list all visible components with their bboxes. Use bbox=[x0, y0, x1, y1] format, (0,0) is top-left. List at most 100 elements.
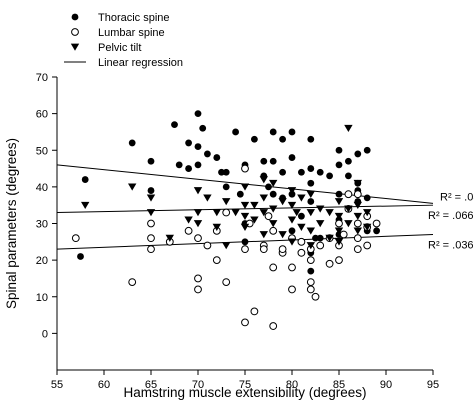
data-point bbox=[373, 227, 380, 235]
y-tick-label: 0 bbox=[42, 328, 48, 340]
data-point bbox=[363, 146, 371, 154]
data-point bbox=[353, 219, 362, 228]
data-point bbox=[265, 183, 272, 191]
data-point bbox=[353, 227, 362, 235]
data-point bbox=[363, 194, 371, 202]
legend-marker bbox=[70, 43, 80, 51]
data-point bbox=[236, 190, 244, 198]
data-point bbox=[372, 219, 381, 228]
legend-marker bbox=[71, 28, 79, 36]
data-point bbox=[165, 234, 174, 242]
x-tick-label: 60 bbox=[98, 379, 110, 391]
data-point bbox=[147, 245, 155, 254]
data-point bbox=[345, 172, 352, 180]
data-point bbox=[278, 245, 287, 254]
data-point bbox=[316, 220, 325, 228]
data-point bbox=[287, 201, 297, 209]
data-point bbox=[175, 161, 183, 169]
data-point bbox=[147, 234, 155, 243]
y-tick-label: 60 bbox=[36, 109, 48, 121]
data-point bbox=[316, 234, 324, 242]
data-point bbox=[212, 223, 221, 231]
data-point bbox=[251, 135, 258, 143]
data-point bbox=[222, 278, 231, 287]
data-point bbox=[171, 121, 178, 129]
data-point bbox=[335, 219, 343, 228]
data-point bbox=[218, 168, 225, 176]
data-point bbox=[353, 190, 362, 199]
data-point bbox=[334, 227, 344, 235]
axes: 55 60 65 70 75 80 85 90 95010203040506070Hamstri… bbox=[4, 72, 439, 400]
data-point bbox=[288, 227, 296, 235]
y-tick-label: 30 bbox=[36, 219, 48, 231]
data-point bbox=[288, 285, 296, 294]
data-point bbox=[288, 154, 296, 161]
data-point bbox=[297, 194, 306, 202]
plot-area: R² = .037 R² = .066 R² = .036 bbox=[56, 110, 474, 330]
legend: Thoracic spine Lumbar spine Pelvic tilt Lin… bbox=[64, 12, 183, 69]
data-point bbox=[363, 241, 372, 250]
data-point bbox=[241, 245, 249, 254]
data-point bbox=[325, 209, 334, 217]
data-point bbox=[335, 256, 343, 265]
legend-label: Thoracic spine bbox=[98, 12, 170, 24]
data-point bbox=[269, 128, 277, 136]
r2-label: R² = .036 bbox=[428, 239, 474, 251]
data-point bbox=[292, 209, 301, 217]
data-point bbox=[334, 238, 344, 246]
data-point bbox=[307, 267, 315, 275]
x-tick-label: 75 bbox=[239, 379, 251, 391]
data-point bbox=[307, 179, 315, 187]
x-tick-label: 70 bbox=[192, 379, 204, 391]
data-point bbox=[269, 220, 278, 228]
data-point bbox=[203, 194, 212, 202]
data-point bbox=[241, 164, 249, 173]
data-point bbox=[194, 274, 202, 283]
data-point bbox=[316, 241, 325, 250]
data-point bbox=[269, 205, 278, 213]
data-point bbox=[194, 161, 202, 169]
data-point bbox=[81, 201, 90, 209]
y-tick-label: 70 bbox=[36, 72, 48, 84]
data-point bbox=[297, 248, 306, 257]
data-point bbox=[288, 263, 296, 272]
data-point bbox=[353, 234, 362, 243]
data-point bbox=[307, 165, 315, 172]
data-point bbox=[363, 223, 372, 231]
data-point bbox=[269, 179, 278, 187]
data-point bbox=[259, 194, 268, 202]
data-point bbox=[345, 157, 352, 165]
data-point bbox=[259, 176, 268, 184]
data-point bbox=[269, 157, 277, 165]
data-point bbox=[146, 209, 156, 217]
data-point bbox=[298, 168, 305, 176]
data-point bbox=[287, 216, 297, 224]
data-point bbox=[297, 237, 306, 246]
data-point bbox=[335, 161, 343, 169]
data-point bbox=[298, 212, 305, 220]
data-point bbox=[269, 263, 278, 272]
data-point bbox=[306, 242, 315, 250]
data-point bbox=[147, 219, 155, 228]
data-point bbox=[193, 220, 203, 228]
data-point bbox=[334, 212, 344, 220]
data-point bbox=[344, 220, 353, 228]
data-point bbox=[312, 234, 319, 242]
data-point bbox=[287, 238, 297, 246]
r2-label: R² = .066 bbox=[428, 210, 474, 222]
data-point bbox=[146, 194, 156, 202]
data-point bbox=[212, 256, 221, 265]
data-point bbox=[194, 143, 202, 150]
data-point bbox=[335, 146, 343, 154]
data-point bbox=[306, 209, 315, 217]
data-point bbox=[231, 209, 240, 217]
data-point bbox=[259, 245, 268, 254]
data-point bbox=[199, 124, 207, 132]
data-point bbox=[250, 307, 259, 316]
data-point bbox=[306, 256, 315, 265]
data-point bbox=[278, 231, 287, 239]
data-point bbox=[287, 187, 297, 195]
data-point bbox=[250, 201, 259, 209]
data-point bbox=[279, 135, 286, 143]
